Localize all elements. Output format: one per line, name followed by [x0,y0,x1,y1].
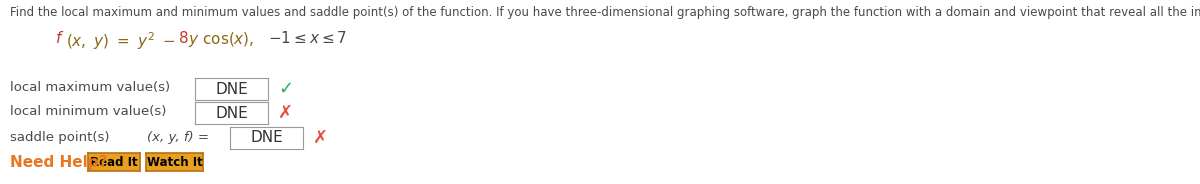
Text: Read It: Read It [90,155,138,169]
Text: DNE: DNE [215,82,248,96]
Text: DNE: DNE [215,105,248,121]
Text: ✗: ✗ [313,129,328,147]
Text: saddle point(s): saddle point(s) [10,130,109,144]
Text: (x, y, f) =: (x, y, f) = [148,130,209,144]
Text: $\mathit{(x,\ y)\ =\ y^2\ -\ }$: $\mathit{(x,\ y)\ =\ y^2\ -\ }$ [66,30,175,52]
Text: ✗: ✗ [278,104,293,122]
Text: Watch It: Watch It [146,155,203,169]
Text: $-1 \leq x \leq 7$: $-1 \leq x \leq 7$ [268,30,347,46]
Text: $\mathit{f}$: $\mathit{f}$ [55,30,65,46]
Text: local minimum value(s): local minimum value(s) [10,105,167,118]
Text: $\mathit{y\ \cos(x),}$: $\mathit{y\ \cos(x),}$ [188,30,254,49]
Text: local maximum value(s): local maximum value(s) [10,82,170,95]
Text: DNE: DNE [250,130,283,146]
Text: Need Help?: Need Help? [10,155,108,169]
Text: $\mathit{8}$: $\mathit{8}$ [178,30,188,46]
Text: Find the local maximum and minimum values and saddle point(s) of the function. I: Find the local maximum and minimum value… [10,6,1200,19]
Text: ✓: ✓ [278,80,293,98]
